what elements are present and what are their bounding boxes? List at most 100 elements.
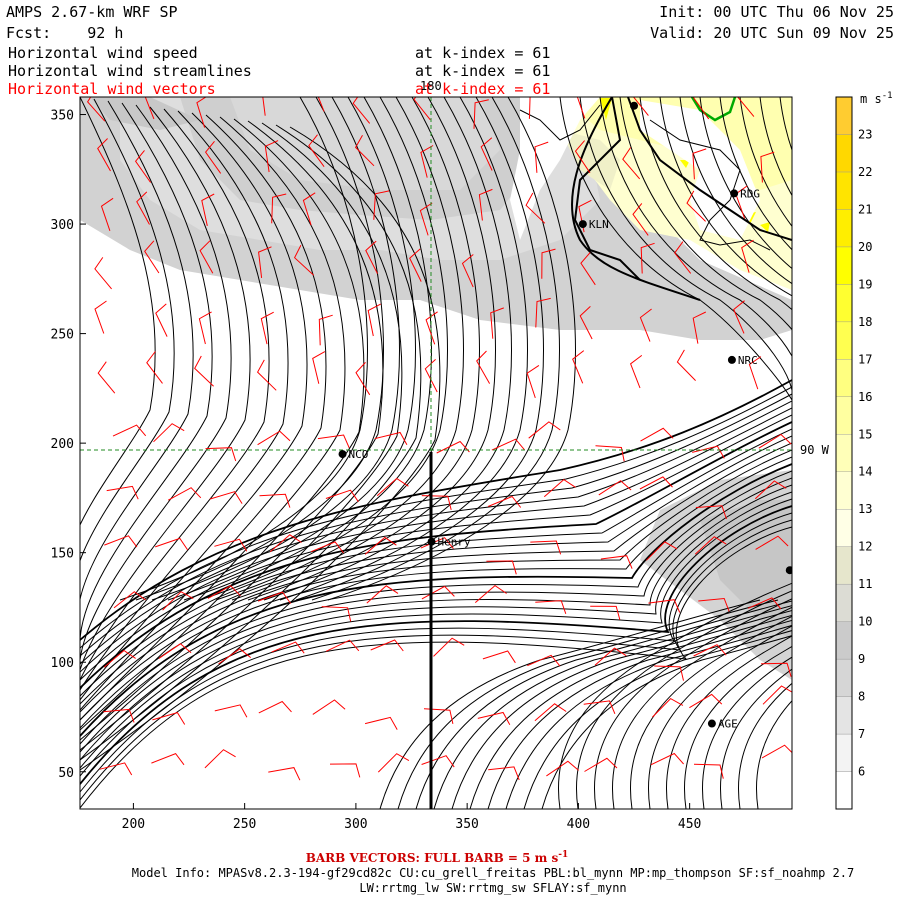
wind-barb <box>583 700 616 714</box>
wind-barb <box>424 359 438 393</box>
streamline <box>759 97 792 460</box>
streamline <box>451 609 792 809</box>
colorbar-label: 6 <box>858 765 865 779</box>
wind-barb <box>103 649 136 668</box>
wind-barb <box>106 485 139 500</box>
wind-barb <box>692 311 707 344</box>
station-label: RDG <box>740 187 760 200</box>
wind-barb <box>639 308 652 342</box>
field-level: at k-index = 61 <box>415 62 550 80</box>
wind-barb <box>258 246 272 278</box>
wind-barb <box>194 355 214 387</box>
wind-barb <box>153 423 185 443</box>
wind-barb <box>420 145 434 178</box>
wind-barb <box>373 190 390 220</box>
colorbar: m s-1 6 7 8 9 10 11 12 13 14 15 16 17 18 19 20 21 22 23 <box>835 91 893 810</box>
colorbar-label: 17 <box>858 352 872 366</box>
colorbar-label: 10 <box>858 615 872 629</box>
colorbar-label: 19 <box>858 277 872 291</box>
colorbar-cell <box>835 359 853 397</box>
wind-barb <box>325 489 359 503</box>
wind-barb <box>329 763 361 778</box>
wind-barb <box>534 141 549 173</box>
wind-barb <box>534 703 567 722</box>
valid-time: Valid: 20 UTC Sun 09 Nov 25 <box>650 24 894 42</box>
streamline <box>80 106 251 671</box>
model-title: AMPS 2.67-km WRF SP <box>6 3 178 21</box>
wind-barb <box>491 438 525 451</box>
wind-barb <box>674 241 692 274</box>
wind-barb <box>692 97 710 120</box>
streamline <box>327 97 576 601</box>
wind-barb <box>207 585 241 599</box>
wind-barb <box>259 493 291 508</box>
wind-barb <box>204 140 222 174</box>
colorbar-cell <box>835 396 853 435</box>
wind-barb <box>376 477 409 497</box>
wind-barb <box>632 203 649 236</box>
wind-barb <box>639 476 673 490</box>
wind-barb <box>692 148 707 180</box>
forecast-hour: Fcst: 92 h <box>6 24 123 42</box>
wind-barb <box>367 303 381 337</box>
streamline <box>599 97 792 412</box>
wind-barb <box>758 433 792 449</box>
station-label: KLN <box>589 218 609 231</box>
colorbar-cells <box>835 96 853 810</box>
y-tick-label: 100 <box>51 656 74 671</box>
streamline <box>80 407 792 673</box>
field-level: at k-index = 61 <box>415 80 550 98</box>
streamline <box>80 484 792 761</box>
wind-barb <box>112 424 147 437</box>
streamline <box>80 110 289 691</box>
ref-lon-label: 180 <box>420 79 442 93</box>
wind-barb <box>528 97 531 119</box>
streamline <box>433 605 792 809</box>
streamline <box>80 100 194 640</box>
init-time: Init: 00 UTC Thu 06 Nov 25 <box>659 3 894 21</box>
streamline <box>279 97 528 601</box>
colorbar-label: 9 <box>858 652 865 666</box>
colorbar-cell <box>835 171 853 210</box>
wind-barb <box>420 537 454 549</box>
streamline <box>80 393 792 657</box>
wind-barb <box>317 434 350 449</box>
y-tick-label: 250 <box>51 328 74 343</box>
wind-barb <box>134 150 152 183</box>
wind-barb <box>370 639 404 652</box>
streamline <box>594 598 792 809</box>
colorbar-label: 7 <box>858 727 865 741</box>
y-tick-label: 300 <box>51 218 74 233</box>
wind-barb <box>409 248 422 282</box>
wind-barb <box>271 641 305 654</box>
station-dot <box>338 450 347 459</box>
wind-barb <box>354 134 375 167</box>
streamline <box>80 108 270 681</box>
station-dot <box>578 220 587 229</box>
wind-barb <box>308 134 325 167</box>
wind-barb <box>366 585 399 604</box>
station-dot <box>730 189 739 198</box>
wind-barb <box>218 648 252 665</box>
colorbar-cell <box>835 696 853 735</box>
ref-lat-label: 90 W <box>800 443 830 457</box>
streamline <box>559 97 792 401</box>
wind-barb <box>486 560 517 575</box>
wind-barb <box>413 97 431 121</box>
wind-barb <box>473 99 489 129</box>
map-panel: NCO Henry KLN RDG NRC AGE <box>80 97 792 809</box>
field-level: at k-index = 61 <box>415 44 550 62</box>
wind-barb <box>325 639 360 652</box>
wind-barb <box>94 300 107 334</box>
wind-barb <box>214 704 248 718</box>
wind-barb <box>654 665 684 681</box>
wind-barb <box>490 307 504 339</box>
station-dot <box>630 101 639 110</box>
y-tick-label: 50 <box>58 766 74 781</box>
wind-barb <box>584 757 618 772</box>
x-tick-label: 400 <box>567 817 590 832</box>
wind-barb <box>318 314 333 346</box>
wind-barb <box>761 744 792 759</box>
wind-barb <box>476 350 491 384</box>
wind-barb <box>648 599 681 613</box>
